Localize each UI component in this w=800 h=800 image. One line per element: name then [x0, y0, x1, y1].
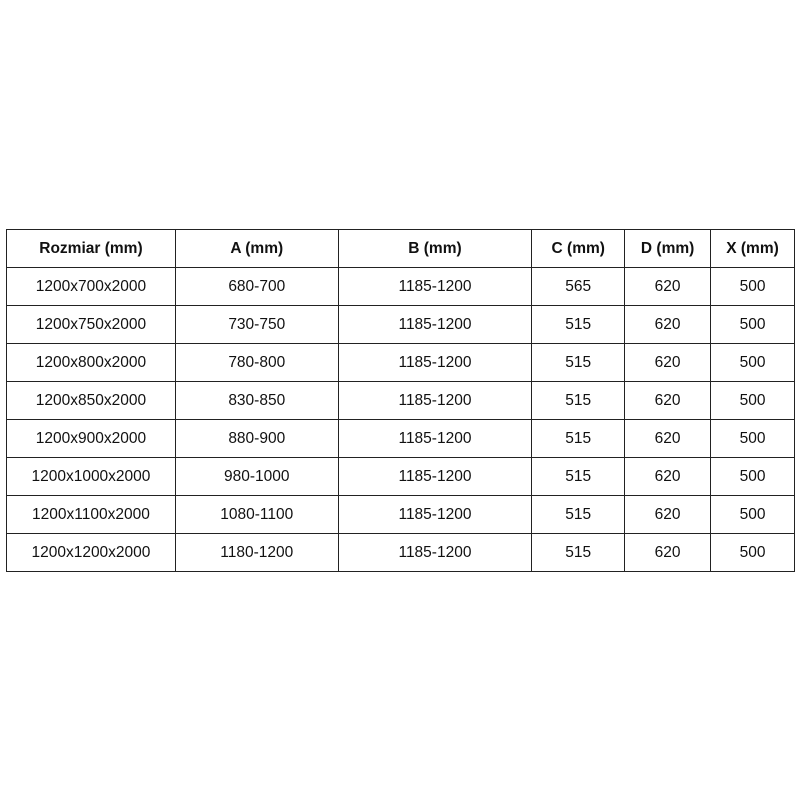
table-row: 1200x900x2000 880-900 1185-1200 515 620 500: [6, 419, 795, 458]
cell-b: 1185-1200: [337, 381, 533, 420]
cell-c: 515: [531, 457, 626, 496]
cell-x: 500: [710, 305, 795, 344]
column-header-x: X (mm): [710, 229, 795, 268]
cell-c: 515: [531, 343, 626, 382]
cell-c: 515: [531, 419, 626, 458]
column-header-b: B (mm): [337, 229, 533, 268]
cell-x: 500: [710, 419, 795, 458]
cell-c: 515: [531, 305, 626, 344]
cell-b: 1185-1200: [337, 457, 533, 496]
cell-a: 830-850: [174, 381, 339, 420]
column-header-size: Rozmiar (mm): [6, 229, 176, 268]
cell-a: 980-1000: [174, 457, 339, 496]
table-row: 1200x1100x2000 1080-1100 1185-1200 515 620 50…: [6, 495, 795, 534]
cell-size: 1200x700x2000: [6, 267, 176, 306]
header-row: Rozmiar (mm) A (mm) B (mm) C (mm) D (mm) X (m…: [6, 229, 795, 268]
cell-size: 1200x800x2000: [6, 343, 176, 382]
dimensions-table: Rozmiar (mm) A (mm) B (mm) C (mm) D (mm) X (m…: [6, 229, 795, 572]
cell-c: 515: [531, 533, 626, 572]
cell-d: 620: [624, 419, 712, 458]
cell-a: 780-800: [174, 343, 339, 382]
table-row: 1200x850x2000 830-850 1185-1200 515 620 500: [6, 381, 795, 420]
cell-x: 500: [710, 343, 795, 382]
table-row: 1200x700x2000 680-700 1185-1200 565 620 500: [6, 267, 795, 306]
cell-d: 620: [624, 495, 712, 534]
cell-a: 1180-1200: [174, 533, 339, 572]
cell-x: 500: [710, 381, 795, 420]
cell-a: 730-750: [174, 305, 339, 344]
cell-b: 1185-1200: [337, 267, 533, 306]
cell-d: 620: [624, 381, 712, 420]
table-row: 1200x1000x2000 980-1000 1185-1200 515 620 500: [6, 457, 795, 496]
cell-size: 1200x850x2000: [6, 381, 176, 420]
cell-b: 1185-1200: [337, 419, 533, 458]
cell-a: 680-700: [174, 267, 339, 306]
cell-size: 1200x900x2000: [6, 419, 176, 458]
cell-b: 1185-1200: [337, 533, 533, 572]
cell-size: 1200x1200x2000: [6, 533, 176, 572]
cell-x: 500: [710, 533, 795, 572]
table-row: 1200x1200x2000 1180-1200 1185-1200 515 620 50…: [6, 533, 795, 572]
column-header-a: A (mm): [174, 229, 339, 268]
cell-c: 515: [531, 381, 626, 420]
table-row: 1200x800x2000 780-800 1185-1200 515 620 500: [6, 343, 795, 382]
cell-b: 1185-1200: [337, 305, 533, 344]
column-header-c: C (mm): [531, 229, 626, 268]
cell-size: 1200x1100x2000: [6, 495, 176, 534]
cell-d: 620: [624, 267, 712, 306]
cell-b: 1185-1200: [337, 343, 533, 382]
cell-d: 620: [624, 457, 712, 496]
cell-size: 1200x1000x2000: [6, 457, 176, 496]
cell-x: 500: [710, 267, 795, 306]
cell-a: 1080-1100: [174, 495, 339, 534]
cell-d: 620: [624, 533, 712, 572]
cell-size: 1200x750x2000: [6, 305, 176, 344]
cell-c: 565: [531, 267, 626, 306]
table-row: 1200x750x2000 730-750 1185-1200 515 620 500: [6, 305, 795, 344]
cell-x: 500: [710, 495, 795, 534]
cell-x: 500: [710, 457, 795, 496]
cell-b: 1185-1200: [337, 495, 533, 534]
cell-d: 620: [624, 343, 712, 382]
cell-c: 515: [531, 495, 626, 534]
cell-d: 620: [624, 305, 712, 344]
column-header-d: D (mm): [624, 229, 712, 268]
cell-a: 880-900: [174, 419, 339, 458]
